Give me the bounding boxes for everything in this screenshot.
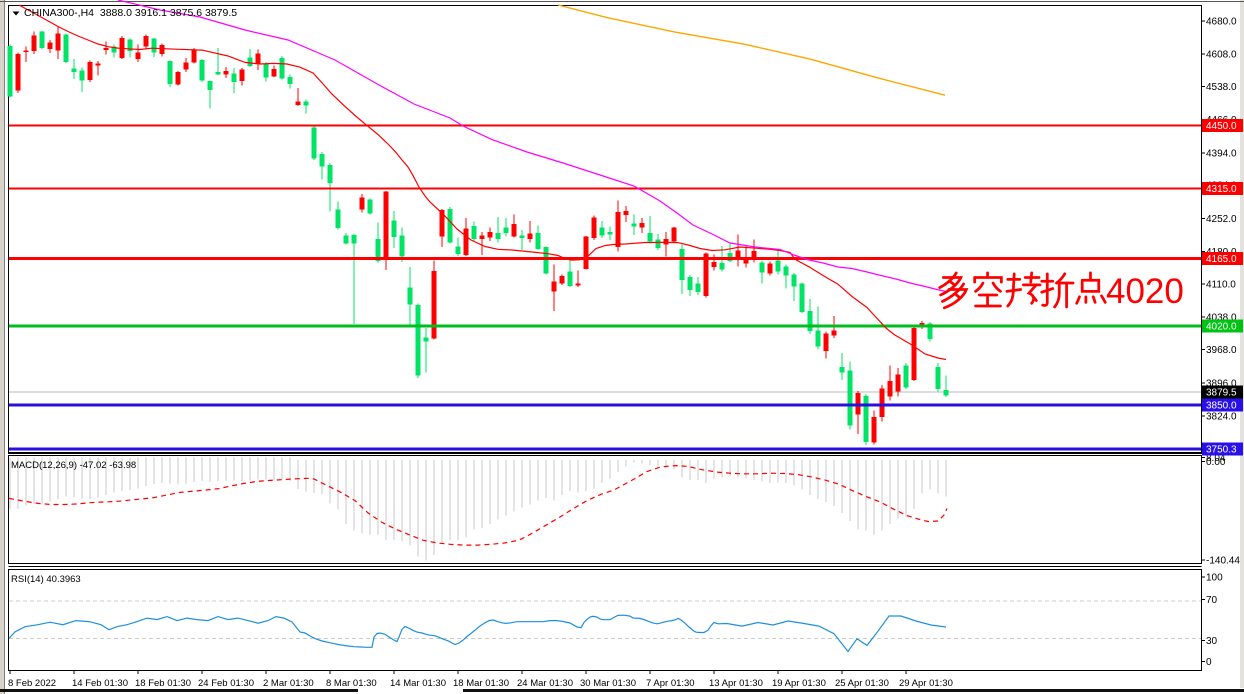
svg-text:3879.5: 3879.5 (1206, 388, 1237, 399)
svg-text:4020: 4020 (1106, 272, 1184, 311)
svg-text:8.04: 8.04 (1206, 453, 1226, 464)
svg-text:4394.0: 4394.0 (1206, 148, 1237, 159)
svg-text:4315.0: 4315.0 (1206, 184, 1237, 195)
svg-text:CHINA300-,H4 3888.0 3916.1 38: CHINA300-,H4 3888.0 3916.1 3875.6 3879.5 (24, 7, 237, 19)
svg-text:13 Apr 01:30: 13 Apr 01:30 (709, 678, 763, 689)
svg-text:4110.0: 4110.0 (1206, 280, 1236, 291)
svg-text:4165.0: 4165.0 (1206, 254, 1237, 265)
svg-text:4252.0: 4252.0 (1206, 214, 1237, 225)
svg-text:4680.0: 4680.0 (1206, 16, 1237, 27)
svg-text:8 Mar 01:30: 8 Mar 01:30 (326, 678, 377, 689)
svg-text:8 Feb 2022: 8 Feb 2022 (8, 678, 56, 689)
svg-text:25 Apr 01:30: 25 Apr 01:30 (835, 678, 889, 689)
svg-text:100: 100 (1206, 573, 1223, 584)
svg-text:2 Mar 01:30: 2 Mar 01:30 (263, 678, 314, 689)
svg-text:3824.0: 3824.0 (1206, 412, 1237, 423)
svg-text:3968.0: 3968.0 (1206, 345, 1237, 356)
svg-text:18 Feb 01:30: 18 Feb 01:30 (135, 678, 191, 689)
svg-text:4538.0: 4538.0 (1206, 82, 1237, 93)
svg-text:MACD(12,26,9) -47.02 -63.98: MACD(12,26,9) -47.02 -63.98 (11, 460, 136, 471)
svg-text:4020.0: 4020.0 (1206, 322, 1237, 333)
svg-text:30 Mar 01:30: 30 Mar 01:30 (580, 678, 636, 689)
svg-text:7 Apr 01:30: 7 Apr 01:30 (646, 678, 695, 689)
svg-text:3896.0: 3896.0 (1206, 378, 1237, 389)
svg-text:4450.0: 4450.0 (1206, 121, 1237, 132)
svg-text:24 Feb 01:30: 24 Feb 01:30 (198, 678, 254, 689)
svg-text:RSI(14) 40.3963: RSI(14) 40.3963 (11, 574, 81, 585)
svg-text:3750.3: 3750.3 (1206, 445, 1237, 456)
svg-text:4608.0: 4608.0 (1206, 50, 1237, 61)
svg-text:70: 70 (1206, 595, 1218, 606)
svg-text:24 Mar 01:30: 24 Mar 01:30 (517, 678, 573, 689)
svg-text:29 Apr 01:30: 29 Apr 01:30 (899, 678, 953, 689)
svg-text:4038.0: 4038.0 (1206, 313, 1237, 324)
svg-text:14 Mar 01:30: 14 Mar 01:30 (390, 678, 446, 689)
svg-text:19 Apr 01:30: 19 Apr 01:30 (772, 678, 826, 689)
svg-text:0: 0 (1206, 657, 1212, 668)
svg-text:3850.0: 3850.0 (1206, 401, 1237, 412)
svg-text:18 Mar 01:30: 18 Mar 01:30 (453, 678, 509, 689)
svg-text:14 Feb 01:30: 14 Feb 01:30 (72, 678, 128, 689)
svg-text:-140.44: -140.44 (1206, 556, 1240, 567)
svg-text:0.00: 0.00 (1206, 457, 1226, 468)
svg-text:30: 30 (1206, 636, 1218, 647)
